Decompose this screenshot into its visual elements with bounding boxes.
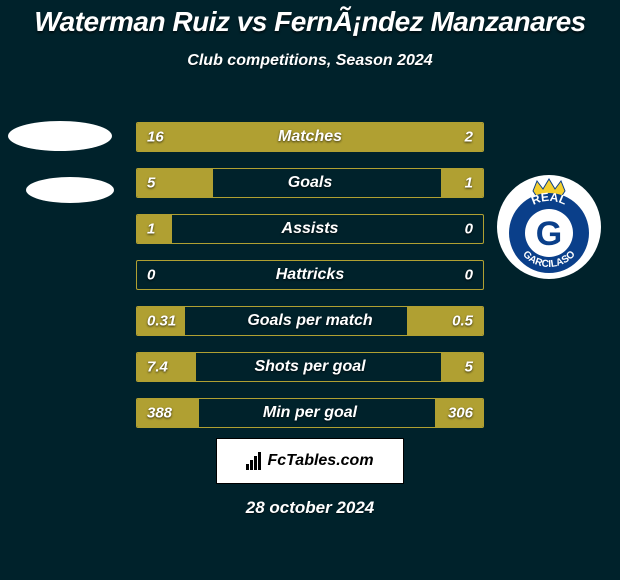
stats-table: 162Matches 51Goals 10Assists 00Hattricks 0.3…: [136, 122, 484, 444]
ellipse-shape: [26, 177, 114, 203]
stat-row: 388306Min per goal: [136, 398, 484, 428]
brand-text: FcTables.com: [267, 452, 373, 470]
ellipse-shape: [8, 121, 112, 151]
page-title: Waterman Ruiz vs FernÃ¡ndez Manzanares: [0, 0, 620, 38]
stat-row: 00Hattricks: [136, 260, 484, 290]
stat-row: 0.310.5Goals per match: [136, 306, 484, 336]
stat-label: Hattricks: [137, 266, 483, 284]
bars-icon: [246, 452, 261, 470]
date-text: 28 october 2024: [0, 498, 620, 518]
svg-text:G: G: [536, 215, 562, 253]
content-root: Waterman Ruiz vs FernÃ¡ndez Manzanares C…: [0, 0, 620, 580]
stat-row: 162Matches: [136, 122, 484, 152]
right-club-badge: REALGARCILASOG: [497, 175, 601, 279]
stat-label: Goals per match: [137, 312, 483, 330]
stat-row: 51Goals: [136, 168, 484, 198]
brand-card: FcTables.com: [216, 438, 404, 484]
stat-label: Shots per goal: [137, 358, 483, 376]
stat-label: Assists: [137, 220, 483, 238]
stat-row: 10Assists: [136, 214, 484, 244]
stat-label: Min per goal: [137, 404, 483, 422]
stat-label: Matches: [137, 128, 483, 146]
subtitle: Club competitions, Season 2024: [0, 52, 620, 70]
stat-row: 7.45Shots per goal: [136, 352, 484, 382]
club-badge-svg: REALGARCILASOG: [497, 175, 601, 279]
stat-label: Goals: [137, 174, 483, 192]
